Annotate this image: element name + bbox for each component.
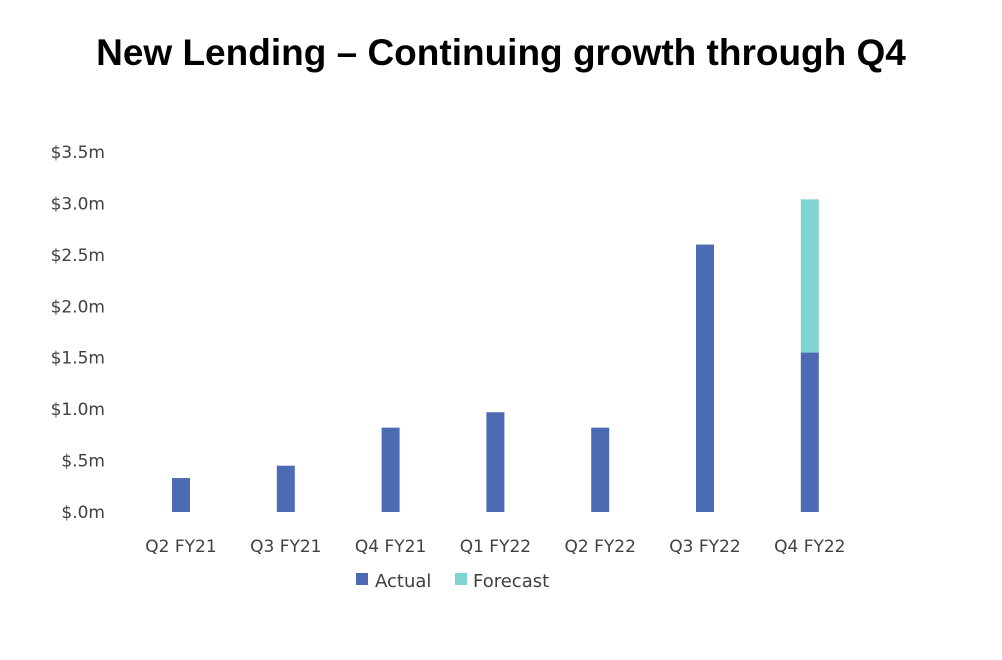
legend-swatch-forecast	[455, 573, 467, 585]
legend: Actual Forecast	[356, 571, 549, 592]
bar-actual-q2-fy21	[172, 478, 190, 512]
x-tick-label: Q1 FY22	[460, 537, 531, 557]
x-tick-label: Q2 FY21	[145, 537, 216, 557]
x-axis-ticks: Q2 FY21 Q3 FY21 Q4 FY21 Q1 FY22 Q2 FY22 Q3 FY…	[145, 537, 845, 557]
y-tick-label: $2.0m	[51, 297, 105, 317]
y-axis-ticks: $.0m $.5m $1.0m $1.5m $2.0m $2.5m $3.0m $3.5m	[51, 143, 105, 523]
legend-swatch-actual	[356, 573, 368, 585]
legend-label-actual: Actual	[375, 571, 431, 592]
legend-label-forecast: Forecast	[473, 571, 549, 592]
bar-forecast-q4-fy22	[800, 199, 819, 353]
bar-actual-q3-fy21	[276, 465, 295, 512]
x-tick-label: Q4 FY21	[355, 537, 426, 557]
bar-actual-q3-fy22	[696, 244, 714, 513]
y-tick-label: $3.0m	[51, 194, 105, 214]
y-tick-label: $1.5m	[51, 349, 105, 369]
chart-title: New Lending – Continuing growth through …	[96, 32, 906, 73]
bar-actual-q4-fy22	[800, 352, 819, 512]
x-tick-label: Q4 FY22	[774, 537, 845, 557]
y-tick-label: $3.5m	[51, 143, 105, 163]
y-tick-label: $2.5m	[51, 246, 105, 266]
x-tick-label: Q3 FY22	[669, 537, 740, 557]
bar-actual-q4-fy21	[381, 427, 400, 512]
bar-actual-q2-fy22	[591, 427, 610, 512]
y-tick-label: $1.0m	[51, 400, 105, 420]
bars	[172, 199, 819, 513]
bar-actual-q1-fy22	[486, 412, 505, 512]
x-tick-label: Q3 FY21	[250, 537, 321, 557]
x-tick-label: Q2 FY22	[564, 537, 635, 557]
y-tick-label: $.5m	[61, 452, 105, 472]
y-tick-label: $.0m	[61, 503, 105, 523]
